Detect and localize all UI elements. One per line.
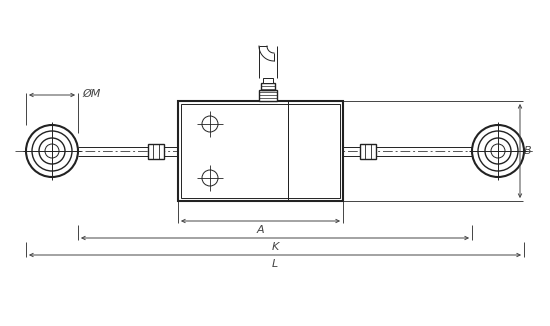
Text: L: L <box>272 259 278 269</box>
Text: ØM: ØM <box>82 89 100 99</box>
Bar <box>259 90 277 101</box>
Bar <box>261 83 275 90</box>
Circle shape <box>491 144 505 158</box>
Circle shape <box>32 131 72 171</box>
Circle shape <box>472 125 524 177</box>
Circle shape <box>478 131 518 171</box>
Text: K: K <box>271 242 279 252</box>
Circle shape <box>485 138 511 164</box>
Text: B: B <box>524 146 532 156</box>
Bar <box>178 101 343 201</box>
Circle shape <box>39 138 65 164</box>
Circle shape <box>202 116 218 132</box>
Circle shape <box>45 144 59 158</box>
Bar <box>263 78 273 83</box>
Bar <box>360 143 376 158</box>
Text: A: A <box>257 225 265 235</box>
Circle shape <box>202 170 218 186</box>
Circle shape <box>26 125 78 177</box>
Bar <box>181 104 340 198</box>
Bar <box>148 143 164 158</box>
